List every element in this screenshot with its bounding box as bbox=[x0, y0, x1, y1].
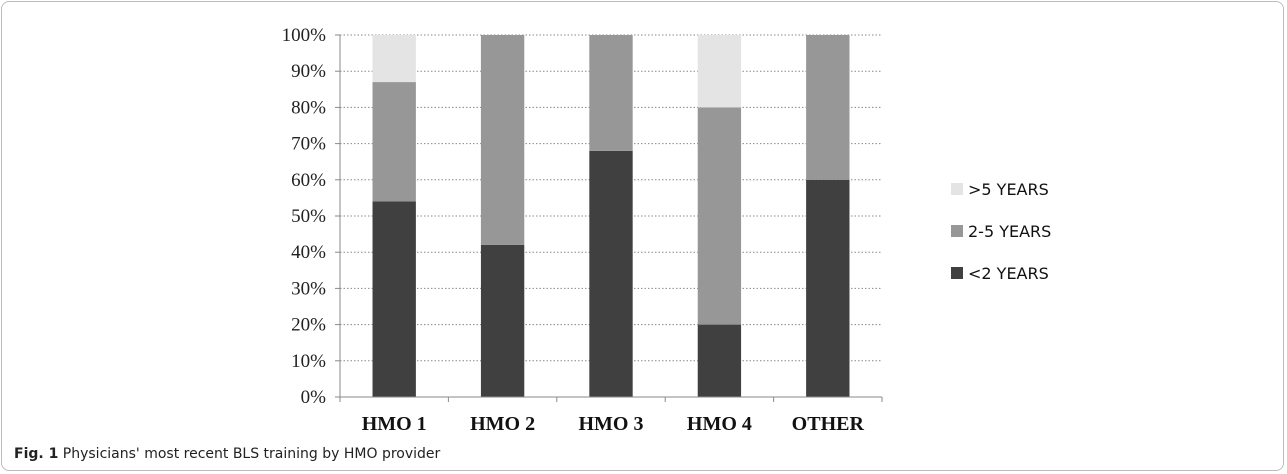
y-tick-label: 80% bbox=[291, 97, 326, 118]
legend: >5 YEARS 2-5 YEARS <2 YEARS bbox=[951, 180, 1051, 283]
y-tick-label: 100% bbox=[282, 25, 327, 46]
legend-swatch bbox=[951, 183, 963, 195]
legend-label: >5 YEARS bbox=[968, 180, 1049, 199]
axes bbox=[335, 35, 883, 402]
y-tick-label: 0% bbox=[301, 387, 327, 408]
category-label: HMO 2 bbox=[470, 413, 535, 435]
bar-segment bbox=[697, 107, 742, 325]
y-tick-label: 20% bbox=[291, 315, 326, 336]
bars bbox=[372, 35, 850, 397]
legend-swatch bbox=[951, 267, 963, 279]
y-tick-label: 40% bbox=[291, 242, 326, 263]
bar-segment bbox=[806, 35, 850, 180]
figure-caption-text: Physicians' most recent BLS training by … bbox=[58, 446, 441, 462]
y-tick-label: 60% bbox=[291, 170, 326, 191]
bar-segment bbox=[480, 244, 525, 397]
figure-caption: Fig. 1 Physicians' most recent BLS train… bbox=[14, 446, 440, 462]
bar-segment bbox=[589, 35, 633, 151]
y-tick-label: 90% bbox=[291, 61, 326, 82]
y-tick-label: 50% bbox=[291, 206, 326, 227]
category-label: HMO 3 bbox=[579, 413, 644, 435]
y-tick-label: 10% bbox=[291, 351, 326, 372]
category-labels: HMO 1 HMO 2 HMO 3 HMO 4 OTHER bbox=[362, 413, 865, 435]
y-tick-labels: 0% 10% 20% 30% 40% 50% 60% 70% 80% 90% 100% bbox=[282, 25, 327, 408]
bar-segment bbox=[589, 150, 633, 397]
bar-segment bbox=[697, 324, 742, 397]
bar-segment bbox=[480, 35, 525, 245]
legend-label: 2-5 YEARS bbox=[968, 222, 1051, 241]
bar-segment bbox=[372, 201, 416, 397]
bar-segment bbox=[697, 35, 742, 108]
legend-label: <2 YEARS bbox=[968, 264, 1049, 283]
category-label: HMO 4 bbox=[687, 413, 752, 435]
legend-swatch bbox=[951, 225, 963, 237]
bar-segment bbox=[372, 35, 416, 83]
category-label: HMO 1 bbox=[362, 413, 427, 435]
bar-segment bbox=[806, 179, 850, 397]
figure-caption-label: Fig. 1 bbox=[14, 446, 59, 462]
bar-segment bbox=[372, 82, 416, 202]
category-label: OTHER bbox=[792, 413, 865, 435]
y-tick-label: 30% bbox=[291, 278, 326, 299]
y-tick-label: 70% bbox=[291, 134, 326, 155]
